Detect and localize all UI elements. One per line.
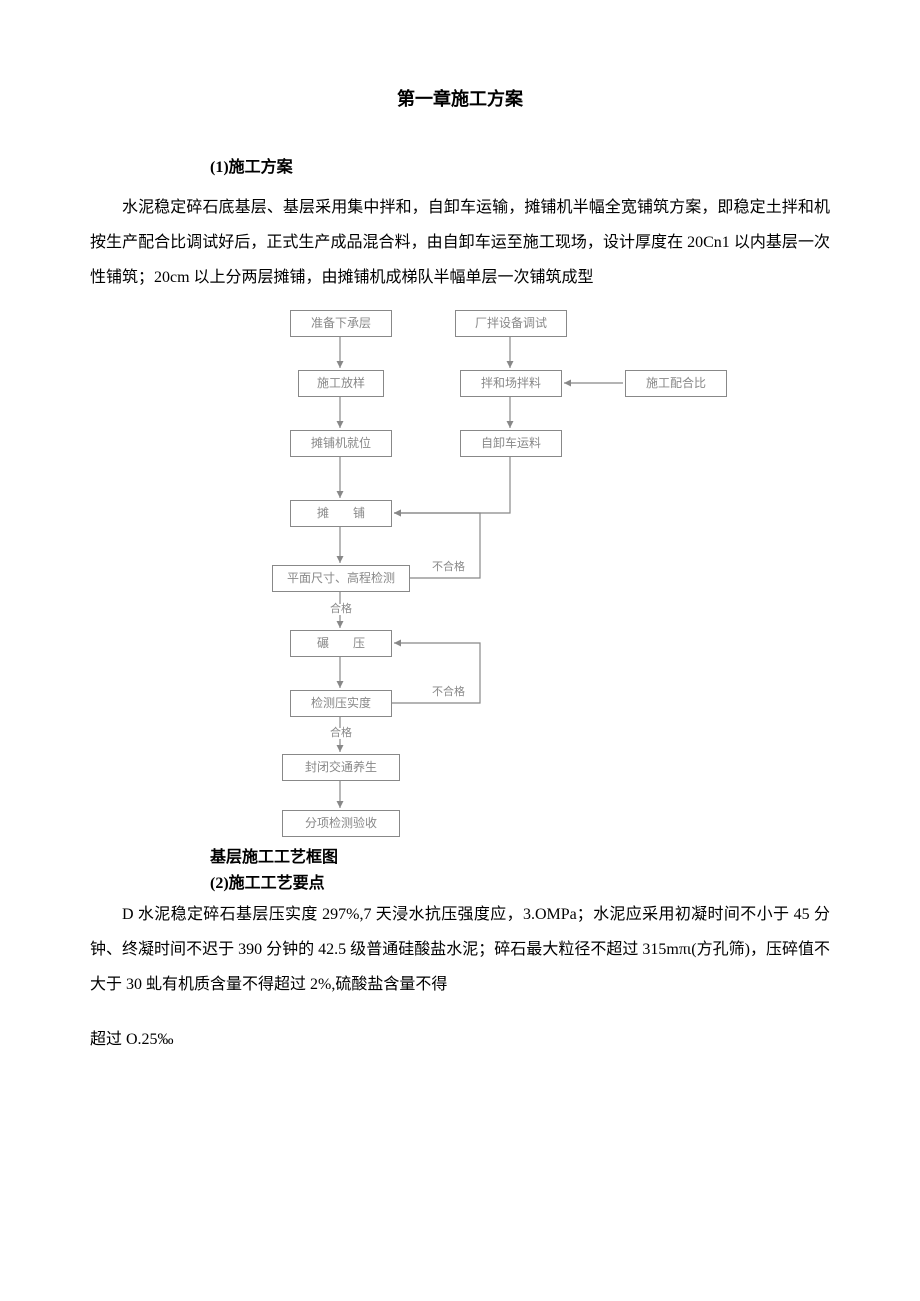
section-1-body: 水泥稳定碎石底基层、基层采用集中拌和，自卸车运输，摊铺机半幅全宽铺筑方案，即稳定… [90, 190, 830, 296]
flow-node-acceptance: 分项检测验收 [282, 810, 400, 836]
edge-label-fail-1: 不合格 [430, 562, 467, 573]
edge-label-pass-2: 合格 [328, 728, 354, 739]
edge-label-fail-2: 不合格 [430, 687, 467, 698]
flow-node-rolling: 碾 压 [290, 630, 392, 656]
chapter-title: 第一章施工方案 [90, 80, 830, 120]
flow-node-equipment: 厂拌设备调试 [455, 310, 567, 336]
flow-node-prepare: 准备下承层 [290, 310, 392, 336]
flow-node-mixratio: 施工配合比 [625, 370, 727, 396]
section-2-body-2: 超过 O.25‰ [90, 1022, 830, 1057]
flow-node-paver: 摊铺机就位 [290, 430, 392, 456]
flow-node-survey: 施工放样 [298, 370, 384, 396]
section-2-body-1: D 水泥稳定碎石基层压实度 297%,7 天浸水抗压强度应，3.OMPa；水泥应… [90, 897, 830, 1003]
flow-node-curing: 封闭交通养生 [282, 754, 400, 780]
flow-node-check-compact: 检测压实度 [290, 690, 392, 716]
flow-node-check-dim: 平面尺寸、高程检测 [272, 565, 410, 591]
flow-node-paving: 摊 铺 [290, 500, 392, 526]
flow-node-transport: 自卸车运料 [460, 430, 562, 456]
flow-node-mixing: 拌和场拌料 [460, 370, 562, 396]
flowchart: 准备下承层 厂拌设备调试 施工放样 拌和场拌料 施工配合比 摊铺机就位 自卸车运… [230, 310, 750, 840]
section-1-title: (1)施工方案 [210, 150, 830, 185]
edge-label-pass-1: 合格 [328, 604, 354, 615]
section-2-title: (2)施工工艺要点 [210, 871, 830, 897]
diagram-caption: 基层施工工艺框图 [210, 845, 830, 871]
